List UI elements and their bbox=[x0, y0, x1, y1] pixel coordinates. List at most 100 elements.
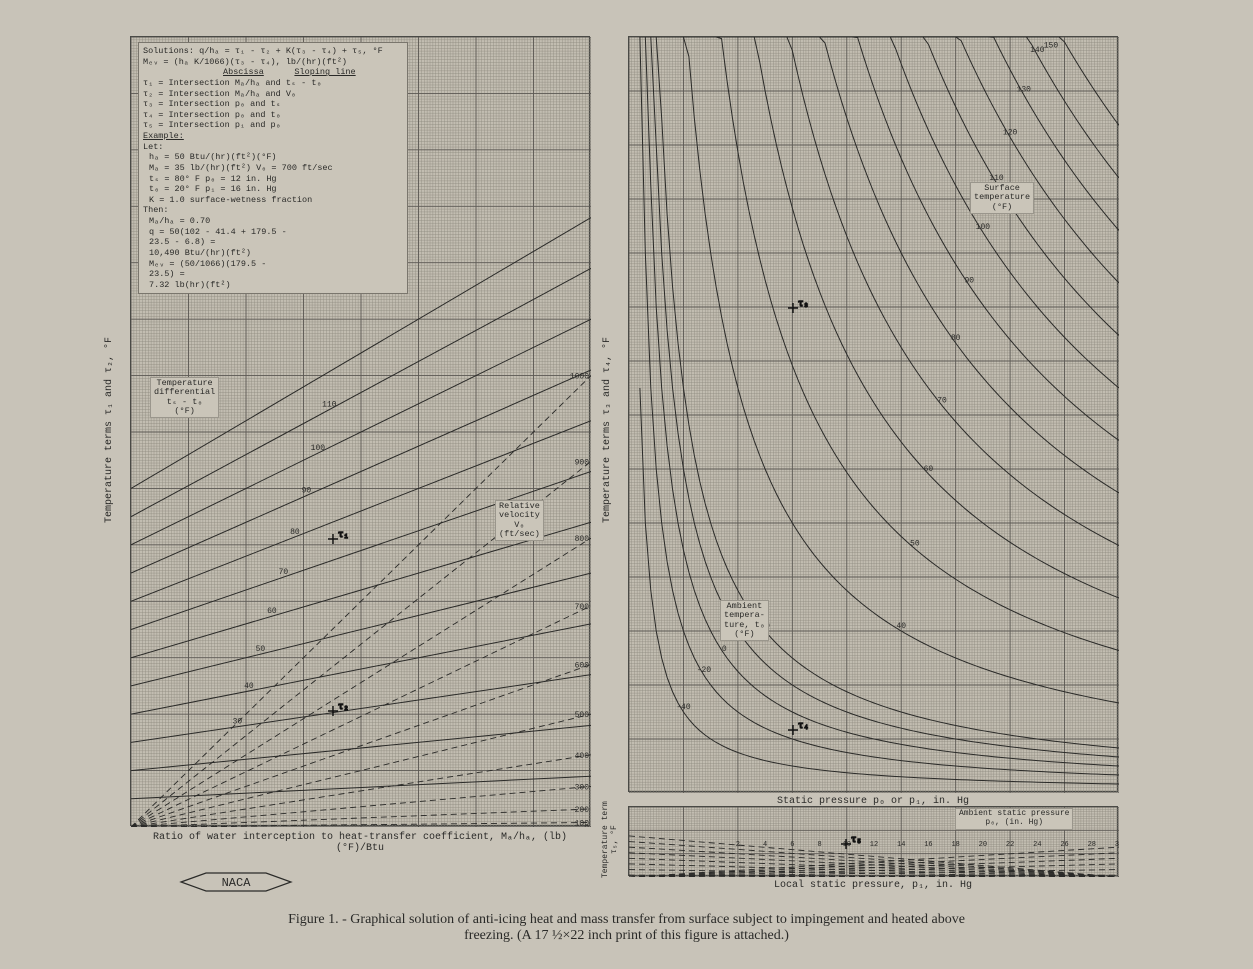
inset-label-l2: p₀, (in. Hg) bbox=[985, 818, 1043, 827]
example-e2: Mₐ = 35 lb/(hr)(ft²) V₀ = 700 ft/sec bbox=[149, 163, 403, 174]
inset-xlabel-bottom: Local static pressure, p₁, in. Hg bbox=[628, 880, 1118, 891]
svg-text:1: 1 bbox=[416, 37, 421, 38]
svg-text:32: 32 bbox=[1059, 37, 1070, 38]
svg-text:900: 900 bbox=[575, 458, 590, 467]
temp-diff-l4: (°F) bbox=[174, 406, 194, 416]
solutions-hdr: Solutions: q/hₐ = τ₁ - τ₂ + K(τ₃ - τ₄) +… bbox=[143, 46, 403, 57]
example-e1: hₐ = 50 Btu/(hr)(ft²)(°F) bbox=[149, 152, 403, 163]
rel-velocity-l4: (ft/sec) bbox=[499, 529, 540, 539]
svg-text:36: 36 bbox=[1114, 37, 1119, 38]
svg-text:100: 100 bbox=[976, 223, 991, 232]
svg-text:0: 0 bbox=[722, 645, 727, 654]
svg-text:18: 18 bbox=[951, 841, 959, 849]
svg-text:28: 28 bbox=[1088, 841, 1096, 849]
svg-text:110: 110 bbox=[322, 401, 337, 410]
svg-text:4: 4 bbox=[681, 37, 686, 38]
example-t6: 23.5) = bbox=[149, 269, 403, 280]
svg-text:80: 80 bbox=[951, 334, 961, 343]
svg-text:50: 50 bbox=[256, 645, 266, 654]
col-abscissa: Abscissa bbox=[223, 67, 264, 77]
svg-text:8: 8 bbox=[735, 37, 740, 38]
svg-text:800: 800 bbox=[575, 535, 590, 544]
svg-text:40: 40 bbox=[244, 682, 254, 691]
surface-temp-label-box: Surface temperature (°F) bbox=[970, 182, 1034, 214]
example-t2: q = 50(102 - 41.4 + 179.5 - bbox=[149, 227, 403, 238]
svg-text:-20: -20 bbox=[697, 666, 712, 675]
svg-text:16: 16 bbox=[841, 37, 852, 38]
svg-text:60: 60 bbox=[924, 465, 934, 474]
svg-text:τ₄: τ₄ bbox=[798, 721, 809, 731]
example-e4: t₀ = 20° F p₁ = 16 in. Hg bbox=[149, 184, 403, 195]
example-hdr: Example: bbox=[143, 131, 184, 141]
svg-text:8: 8 bbox=[817, 841, 821, 849]
svg-text:24: 24 bbox=[1033, 841, 1041, 849]
svg-text:70: 70 bbox=[937, 397, 947, 406]
solutions-r2: τ₂ = Intersection Mₐ/hₐ and V₀ bbox=[143, 89, 403, 100]
example-t5: Mₑᵥ = (50/1066)(179.5 - bbox=[149, 259, 403, 270]
svg-text:24: 24 bbox=[950, 37, 961, 38]
svg-text:0.2: 0.2 bbox=[180, 37, 196, 38]
rel-velocity-label-box: Relative velocity V₀ (ft/sec) bbox=[495, 500, 544, 541]
example-let: Let: bbox=[143, 142, 403, 153]
inset-ylabel: Temperature term τ₅, °F bbox=[602, 800, 620, 880]
svg-text:12: 12 bbox=[870, 841, 878, 849]
svg-text:4: 4 bbox=[763, 841, 767, 849]
example-e5: K = 1.0 surface-wetness fraction bbox=[149, 195, 403, 206]
svg-text:14: 14 bbox=[897, 841, 905, 849]
ambient-temp-l4: (°F) bbox=[734, 629, 754, 639]
solutions-r1: τ₁ = Intersection Mₐ/hₐ and tₛ - t₀ bbox=[143, 78, 403, 89]
solutions-hdr2: Mₑᵥ = (hₐ K/1066)(τ₃ - τ₄), lb/(hr)(ft²) bbox=[143, 57, 403, 68]
svg-text:300: 300 bbox=[575, 783, 590, 792]
svg-text:1.4: 1.4 bbox=[525, 37, 541, 38]
solutions-box: Solutions: q/hₐ = τ₁ - τ₂ + K(τ₃ - τ₄) +… bbox=[138, 42, 408, 294]
svg-text:0: 0 bbox=[629, 37, 632, 38]
svg-text:150: 150 bbox=[1044, 42, 1059, 51]
svg-text:1000: 1000 bbox=[570, 373, 589, 382]
solutions-r4: τ₄ = Intersection p₀ and t₀ bbox=[143, 110, 403, 121]
svg-text:1.2: 1.2 bbox=[468, 37, 484, 38]
inset-label-l1: Ambient static pressure bbox=[959, 809, 1069, 818]
svg-text:16: 16 bbox=[924, 841, 932, 849]
svg-text:400: 400 bbox=[575, 752, 590, 761]
example-then: Then: bbox=[143, 205, 403, 216]
svg-text:12: 12 bbox=[787, 37, 798, 38]
surface-temp-l3: (°F) bbox=[992, 202, 1012, 212]
svg-text:90: 90 bbox=[302, 487, 312, 496]
svg-text:20: 20 bbox=[979, 841, 987, 849]
col-sloping: Sloping line bbox=[294, 67, 355, 77]
svg-text:22: 22 bbox=[1006, 841, 1014, 849]
example-t3: 23.5 - 6.8) = bbox=[149, 237, 403, 248]
svg-text:28: 28 bbox=[1005, 37, 1016, 38]
svg-text:100: 100 bbox=[575, 819, 590, 827]
example-t7: 7.32 lb(hr)(ft²) bbox=[149, 280, 403, 291]
svg-text:600: 600 bbox=[575, 661, 590, 670]
svg-text:τ₁: τ₁ bbox=[338, 530, 349, 540]
svg-text:2: 2 bbox=[736, 841, 740, 849]
svg-text:1.6: 1.6 bbox=[583, 37, 591, 38]
svg-text:60: 60 bbox=[267, 607, 277, 616]
svg-text:700: 700 bbox=[575, 603, 590, 612]
svg-text:10: 10 bbox=[843, 841, 851, 849]
svg-text:0: 0 bbox=[131, 37, 134, 38]
ambient-temp-label-box: Ambient tempera- ture, t₀ (°F) bbox=[720, 600, 769, 641]
left-xlabel-bottom: Ratio of water interception to heat-tran… bbox=[130, 832, 590, 854]
left-ylabel: Temperature terms τ₁ and τ₂, °F bbox=[104, 260, 115, 600]
svg-text:90: 90 bbox=[964, 276, 974, 285]
example-t1: Mₐ/hₐ = 0.70 bbox=[149, 216, 403, 227]
right-chart-panel: -40-200204040506070809010011012013014015… bbox=[628, 36, 1118, 792]
svg-text:6: 6 bbox=[790, 841, 794, 849]
svg-text:τ₂: τ₂ bbox=[338, 702, 349, 712]
svg-text:0.6: 0.6 bbox=[295, 37, 311, 38]
example-t4: 10,490 Btu/(hr)(ft²) bbox=[149, 248, 403, 259]
caption-line1: Figure 1. - Graphical solution of anti-i… bbox=[288, 912, 965, 927]
svg-text:τ₃: τ₃ bbox=[798, 299, 809, 309]
svg-text:100: 100 bbox=[311, 444, 326, 453]
example-e3: tₛ = 80° F p₀ = 12 in. Hg bbox=[149, 174, 403, 185]
svg-text:500: 500 bbox=[575, 711, 590, 720]
caption-line2: freezing. (A 17 ½×22 inch print of this … bbox=[464, 928, 789, 943]
solutions-r3: τ₃ = Intersection p₀ and tₛ bbox=[143, 99, 403, 110]
right-chart-svg: -40-200204040506070809010011012013014015… bbox=[629, 37, 1119, 793]
svg-text:70: 70 bbox=[279, 568, 289, 577]
svg-text:40: 40 bbox=[896, 622, 906, 631]
right-ylabel: Temperature terms τ₃ and τ₄, °F bbox=[602, 260, 613, 600]
